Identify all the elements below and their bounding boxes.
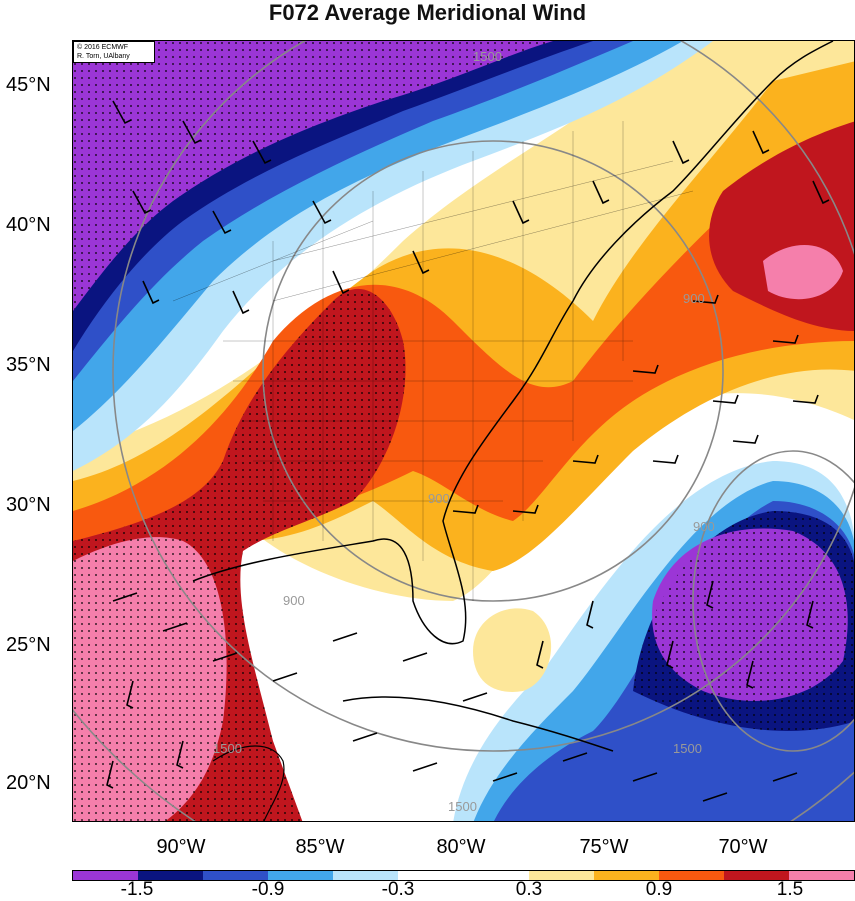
cuba xyxy=(342,696,614,752)
fill-dots-purple-north xyxy=(73,41,553,311)
contour-label-900-florida: 900 xyxy=(428,491,450,506)
lon-label-90: 90°W xyxy=(156,836,206,858)
colorbar-label-neg1p5: -1.5 xyxy=(120,879,154,900)
contour-label-900-atlantic: 900 xyxy=(693,519,715,534)
colorbar-swatch-9 xyxy=(658,871,724,880)
colorbar-swatch-0 xyxy=(73,871,139,880)
lat-label-35: 35°N xyxy=(6,354,51,376)
contour-label-900-east: 900 xyxy=(683,291,705,306)
colorbar-label-0p9: 0.9 xyxy=(645,879,673,900)
geopotential-contours xyxy=(73,41,854,821)
contour-label-group: 1500 900 900 900 900 1500 1500 1500 xyxy=(213,49,715,814)
map-title: F072 Average Meridional Wind xyxy=(268,0,587,25)
lat-label-25: 25°N xyxy=(6,634,51,656)
lat-label-40: 40°N xyxy=(6,214,51,236)
colorbar-swatch-1 xyxy=(138,871,204,880)
credit-box: © 2016 ECMWF R. Torn, UAlbany xyxy=(73,41,155,63)
wind-field-svg: 1500 900 900 900 900 1500 1500 1500 xyxy=(73,41,854,821)
contour-label-1500-se: 1500 xyxy=(673,741,702,756)
yucatan xyxy=(212,745,285,821)
wind-barbs xyxy=(106,100,830,802)
colorbar-label-neg0p3: -0.3 xyxy=(381,879,415,900)
colorbar-swatch-2 xyxy=(203,871,269,880)
lon-label-70: 70°W xyxy=(718,836,768,858)
fill-pink-atlantic xyxy=(763,244,843,300)
colorbar-swatch-6 xyxy=(463,871,529,880)
lon-label-85: 85°W xyxy=(295,836,345,858)
fill-dots-red-core xyxy=(73,288,406,821)
contour-label-1500-sw: 1500 xyxy=(213,741,242,756)
lon-label-75: 75°W xyxy=(579,836,629,858)
contour-label-1500-top: 1500 xyxy=(473,49,502,64)
colorbar-swatch-8 xyxy=(593,871,659,880)
fill-dots-atlantic xyxy=(633,511,854,731)
colorbar-swatch-10 xyxy=(723,871,789,880)
county-borders xyxy=(172,121,694,601)
colorbar-swatch-5 xyxy=(398,871,464,880)
lat-label-30: 30°N xyxy=(6,494,51,516)
colorbar xyxy=(72,870,855,881)
contour-label-1500-bottom: 1500 xyxy=(448,799,477,814)
lat-label-20: 20°N xyxy=(6,772,51,794)
contour-label-900-gulf: 900 xyxy=(283,593,305,608)
credit-line-author: R. Torn, UAlbany xyxy=(77,53,130,60)
colorbar-swatch-3 xyxy=(268,871,334,880)
colorbar-label-0p3: 0.3 xyxy=(515,879,543,900)
lon-label-80: 80°W xyxy=(436,836,486,858)
fill-bahamas-yellow xyxy=(473,608,552,692)
lat-label-45: 45°N xyxy=(6,74,51,96)
colorbar-swatch-4 xyxy=(333,871,399,880)
colorbar-label-neg0p9: -0.9 xyxy=(251,879,285,900)
coastline xyxy=(192,41,834,645)
colorbar-label-1p5: 1.5 xyxy=(776,879,804,900)
credit-line-ecmwf: © 2016 ECMWF xyxy=(77,44,129,51)
colorbar-swatch-11 xyxy=(788,871,854,880)
colorbar-swatch-7 xyxy=(528,871,594,880)
meridional-wind-map: 1500 900 900 900 900 1500 1500 1500 xyxy=(72,40,855,822)
